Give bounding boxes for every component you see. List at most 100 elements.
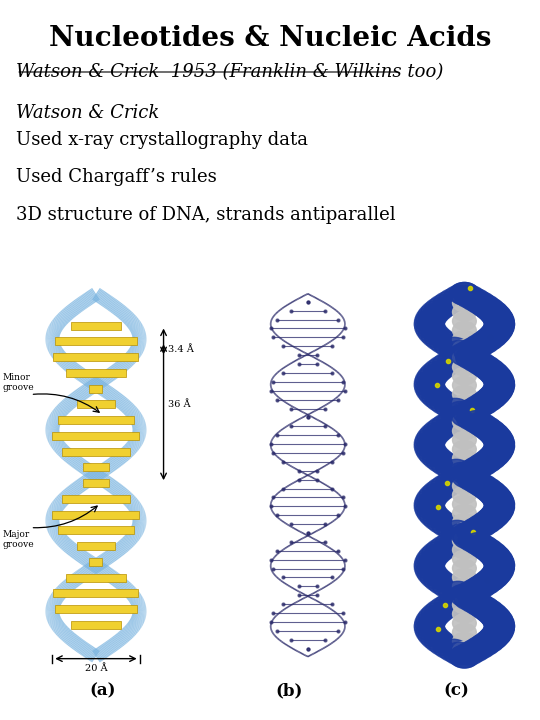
Circle shape: [453, 596, 476, 613]
Circle shape: [414, 496, 444, 518]
Circle shape: [469, 392, 499, 415]
Circle shape: [435, 395, 465, 418]
Circle shape: [453, 385, 476, 403]
Circle shape: [427, 417, 457, 439]
Circle shape: [465, 292, 496, 314]
Circle shape: [477, 541, 507, 564]
Circle shape: [483, 429, 514, 451]
Circle shape: [450, 343, 481, 366]
Circle shape: [422, 447, 453, 469]
Circle shape: [453, 587, 476, 605]
Circle shape: [477, 325, 508, 348]
Circle shape: [467, 413, 497, 436]
Circle shape: [415, 612, 445, 634]
Circle shape: [434, 334, 464, 357]
Circle shape: [431, 453, 461, 476]
Circle shape: [425, 328, 455, 351]
Circle shape: [417, 426, 447, 449]
Circle shape: [450, 585, 481, 607]
Circle shape: [442, 521, 472, 543]
Circle shape: [431, 474, 461, 498]
Circle shape: [447, 462, 477, 485]
Circle shape: [415, 377, 445, 400]
Circle shape: [453, 358, 476, 376]
Circle shape: [453, 541, 476, 559]
Circle shape: [453, 532, 476, 549]
Text: (c): (c): [443, 683, 469, 700]
Circle shape: [468, 474, 498, 498]
Circle shape: [453, 559, 476, 577]
Circle shape: [482, 502, 512, 525]
Circle shape: [471, 511, 502, 534]
Circle shape: [441, 459, 471, 482]
Circle shape: [453, 422, 476, 440]
Circle shape: [414, 615, 444, 637]
Circle shape: [415, 368, 445, 390]
Circle shape: [430, 536, 460, 558]
Circle shape: [453, 523, 476, 541]
Circle shape: [453, 614, 476, 632]
Circle shape: [452, 462, 482, 485]
Circle shape: [484, 374, 515, 397]
FancyBboxPatch shape: [53, 589, 138, 598]
Circle shape: [426, 539, 456, 561]
Circle shape: [455, 642, 485, 665]
Circle shape: [482, 548, 512, 570]
Circle shape: [443, 581, 473, 604]
Circle shape: [453, 468, 476, 485]
FancyBboxPatch shape: [58, 526, 134, 534]
Circle shape: [416, 380, 447, 402]
Circle shape: [419, 484, 449, 506]
Circle shape: [453, 605, 476, 623]
Circle shape: [457, 521, 487, 543]
Text: 3.4 Å: 3.4 Å: [168, 345, 194, 354]
Circle shape: [472, 450, 503, 473]
Circle shape: [414, 371, 444, 394]
Circle shape: [415, 499, 445, 521]
Circle shape: [446, 526, 476, 549]
Circle shape: [476, 481, 507, 503]
Circle shape: [484, 493, 515, 516]
Text: Watson & Crick  1953 (Franklin & Wilkins too): Watson & Crick 1953 (Franklin & Wilkins …: [16, 63, 443, 81]
Circle shape: [484, 310, 514, 333]
Circle shape: [415, 310, 445, 333]
Circle shape: [422, 481, 453, 503]
Circle shape: [426, 450, 456, 473]
Circle shape: [453, 404, 476, 421]
Circle shape: [484, 313, 515, 336]
Circle shape: [414, 432, 444, 454]
Circle shape: [420, 505, 450, 528]
Circle shape: [467, 514, 497, 537]
Circle shape: [464, 593, 495, 616]
Circle shape: [426, 477, 456, 500]
Circle shape: [480, 484, 510, 506]
Circle shape: [484, 316, 514, 338]
Circle shape: [482, 441, 512, 464]
FancyBboxPatch shape: [66, 369, 126, 377]
Circle shape: [453, 285, 476, 302]
Circle shape: [453, 340, 476, 358]
Text: Used x-ray crystallography data: Used x-ray crystallography data: [16, 131, 308, 149]
Circle shape: [448, 405, 478, 427]
Circle shape: [420, 566, 450, 589]
Circle shape: [438, 289, 469, 311]
Circle shape: [483, 368, 514, 390]
Circle shape: [424, 569, 454, 592]
Circle shape: [483, 490, 514, 513]
Circle shape: [416, 307, 446, 330]
Circle shape: [453, 569, 476, 586]
Circle shape: [453, 526, 483, 549]
Circle shape: [482, 426, 512, 449]
FancyBboxPatch shape: [77, 542, 115, 550]
Circle shape: [453, 505, 476, 522]
Circle shape: [446, 401, 476, 424]
Circle shape: [415, 618, 445, 641]
Circle shape: [416, 621, 446, 644]
Circle shape: [418, 304, 448, 326]
Circle shape: [481, 304, 511, 326]
Circle shape: [474, 630, 504, 653]
Circle shape: [415, 438, 445, 461]
Circle shape: [415, 316, 445, 338]
FancyBboxPatch shape: [53, 353, 138, 361]
Circle shape: [418, 383, 449, 405]
